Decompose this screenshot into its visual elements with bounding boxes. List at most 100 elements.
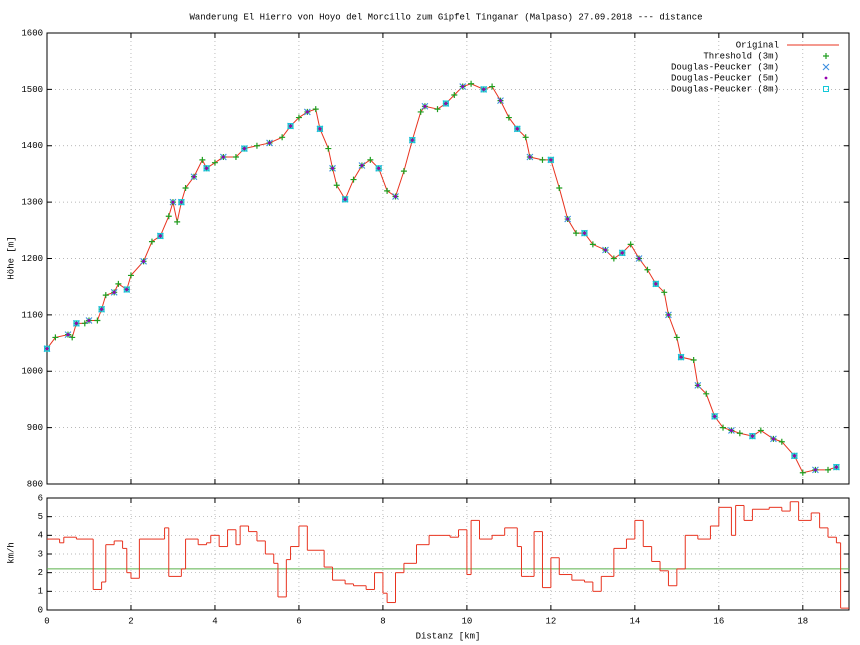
marker-dot <box>142 259 145 263</box>
y-tick-label: 900 <box>27 423 43 433</box>
marker-dot <box>112 290 116 294</box>
marker-dot <box>242 147 246 150</box>
marker-dot <box>515 127 519 131</box>
marker-dot <box>751 434 754 438</box>
chart-title: Wanderung El Hierro von Hoyo del Morcill… <box>189 12 702 22</box>
marker-dot <box>100 307 103 311</box>
marker-square <box>547 156 554 163</box>
marker-dot <box>289 124 292 128</box>
marker-dot <box>305 110 309 114</box>
marker-plus <box>325 145 332 152</box>
marker-square <box>123 286 130 293</box>
y-tick-label: 1500 <box>21 85 43 95</box>
marker-plus <box>182 185 189 192</box>
marker-dot <box>461 85 465 88</box>
marker-dot <box>45 347 49 351</box>
marker-dot <box>835 465 838 469</box>
marker-plus <box>312 106 319 113</box>
y-tick-label: 1200 <box>21 254 43 264</box>
marker-plus <box>279 134 286 141</box>
y-tick-label: 1300 <box>21 198 43 208</box>
marker-square <box>791 452 798 459</box>
marker-dot <box>793 454 796 458</box>
marker-dot <box>221 155 225 159</box>
marker-dot <box>318 127 322 131</box>
marker-dot <box>444 102 448 105</box>
marker-dot <box>268 141 271 145</box>
marker-plus <box>417 108 424 115</box>
marker-plus <box>673 334 680 341</box>
plot-frame <box>46 32 850 485</box>
marker-dot <box>549 158 553 162</box>
marker-dot <box>620 251 624 255</box>
marker-square <box>157 232 164 239</box>
marker-square <box>409 137 416 144</box>
marker-dot <box>654 282 658 286</box>
legend-swatch <box>824 76 828 80</box>
y-tick-label: 4 <box>38 531 43 541</box>
marker-dot <box>667 313 670 317</box>
marker-plus <box>825 466 832 473</box>
marker-dot <box>66 333 70 337</box>
marker-dot <box>394 195 397 198</box>
marker-dot <box>482 87 486 91</box>
marker-dot <box>730 429 733 432</box>
y-tick-label: 800 <box>27 479 43 489</box>
marker-plus <box>690 356 697 363</box>
y-tick-label: 2 <box>38 568 43 578</box>
marker-dot <box>74 321 78 325</box>
marker-dot <box>410 138 414 142</box>
marker-square <box>442 100 449 107</box>
x-tick-label: 6 <box>296 616 301 626</box>
marker-plus <box>199 156 206 163</box>
marker-square <box>375 165 382 172</box>
x-tick-label: 10 <box>461 616 472 626</box>
y-tick-label: 1 <box>38 587 43 597</box>
marker-plus <box>522 134 529 141</box>
marker-plus <box>295 114 302 121</box>
marker-plus <box>703 390 710 397</box>
legend-label: Threshold (3m) <box>703 51 779 61</box>
marker-square <box>342 196 349 203</box>
marker-dot <box>637 257 641 260</box>
marker-square <box>480 86 487 93</box>
marker-dot <box>360 164 364 167</box>
marker-plus <box>253 142 260 149</box>
x-tick-label: 12 <box>545 616 556 626</box>
marker-plus <box>52 334 59 341</box>
marker-dot <box>679 355 683 359</box>
marker-plus <box>539 156 546 163</box>
marker-dot <box>499 99 502 103</box>
marker-plus <box>384 187 391 194</box>
marker-square <box>316 125 323 132</box>
marker-plus <box>127 272 134 279</box>
legend-label: Douglas-Peucker (3m) <box>671 62 779 72</box>
y-tick-label: 6 <box>38 493 43 503</box>
marker-dot <box>528 155 532 159</box>
x-tick-label: 14 <box>629 616 640 626</box>
y-tick-label: 1600 <box>21 28 43 38</box>
marker-square <box>711 413 718 420</box>
legend-label: Original <box>736 40 779 50</box>
x-tick-label: 4 <box>212 616 217 626</box>
marker-plus <box>489 83 496 90</box>
marker-square <box>514 125 521 132</box>
series-line <box>46 83 837 474</box>
x-axis-label: Distanz [km] <box>416 631 481 641</box>
x-tick-label: 0 <box>44 616 49 626</box>
marker-plus <box>589 241 596 248</box>
marker-dot <box>192 175 196 179</box>
marker-dot <box>331 166 334 170</box>
marker-square <box>581 230 588 237</box>
marker-square <box>44 345 50 352</box>
marker-plus <box>400 168 407 175</box>
marker-plus <box>720 424 727 431</box>
marker-square <box>287 123 294 130</box>
marker-plus <box>115 280 122 287</box>
marker-plus <box>757 427 764 434</box>
marker-plus <box>627 241 634 248</box>
marker-dot <box>179 200 183 204</box>
marker-plus <box>232 154 239 161</box>
marker-plus <box>174 218 181 225</box>
